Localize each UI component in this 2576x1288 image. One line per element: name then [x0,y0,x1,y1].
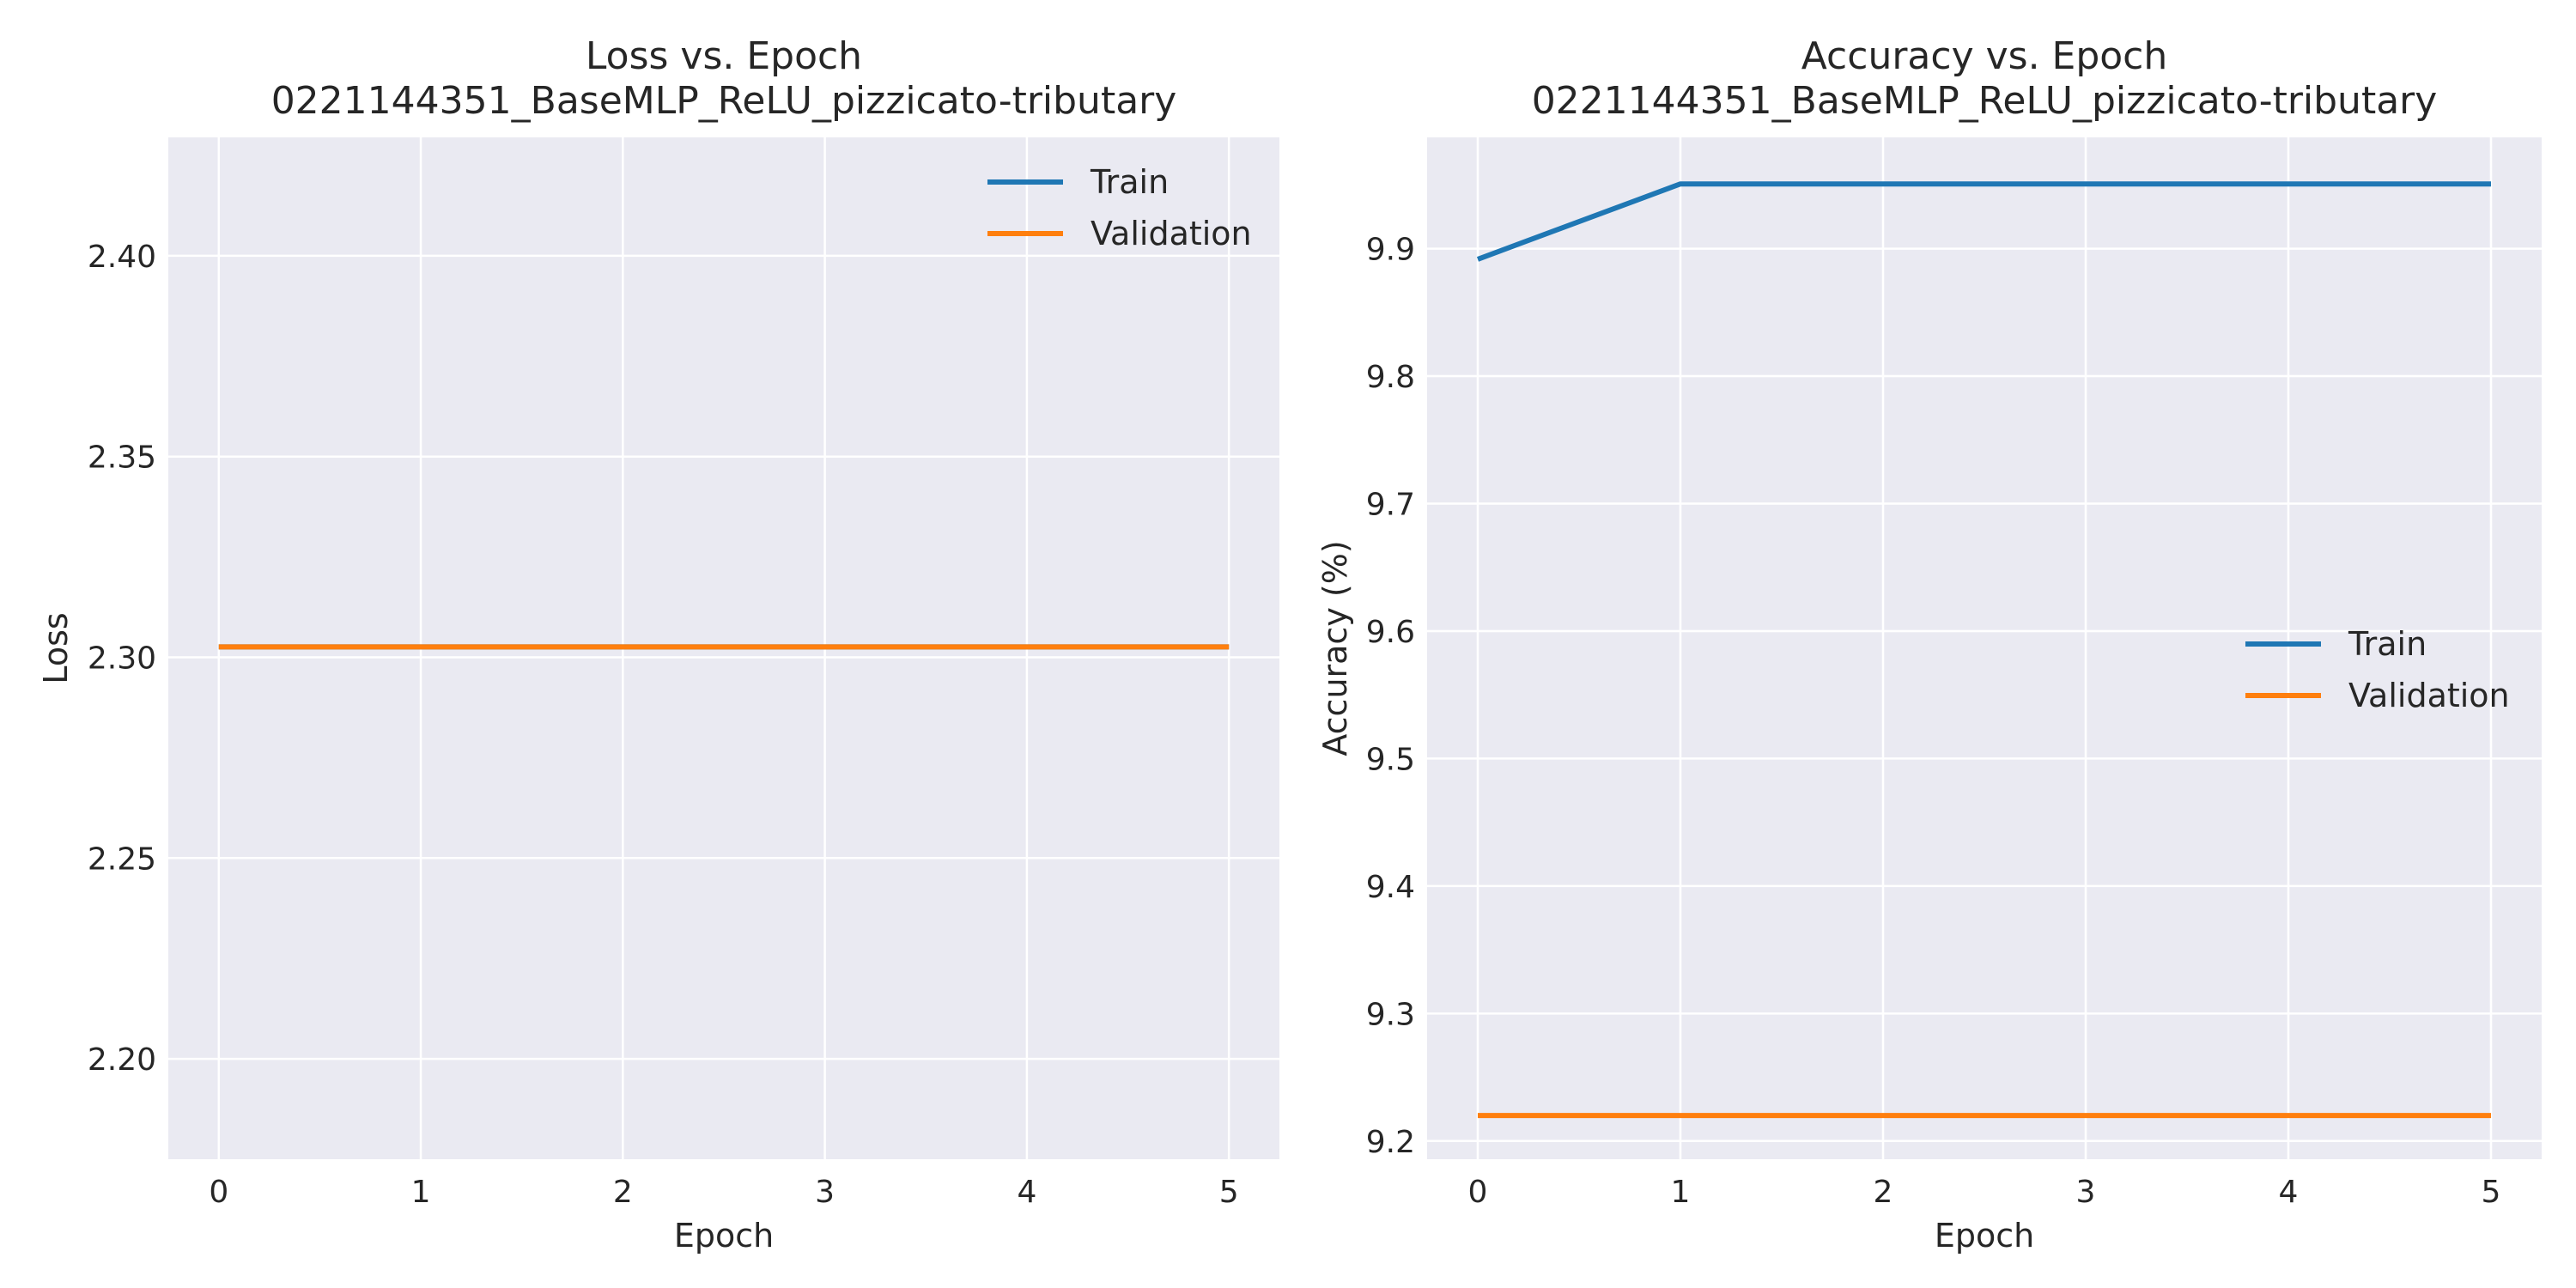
plot-area [1427,137,2542,1159]
y-tick-label: 9.2 [1366,1125,1415,1160]
y-tick-label: 9.4 [1366,870,1415,905]
x-tick-label: 2 [1874,1175,1893,1210]
legend: Train Validation [2245,625,2510,714]
x-axis-label: Epoch [1935,1217,2034,1255]
chart-panel-1: 0 1 2 3 4 5 9.2 9.3 9.4 9.5 9.6 9.7 9.8 9.9 Accuracy v… [1316,34,2542,1255]
y-tick-label: 2.25 [88,841,156,877]
series-line-train [1476,181,2491,262]
x-tick-label: 3 [2076,1175,2096,1210]
chart-subtitle: 0221144351_BaseMLP_ReLU_pizzicato-tribut… [1532,79,2438,123]
legend-label-validation: Validation [2348,677,2510,714]
y-tick-label: 9.6 [1366,615,1415,650]
x-tick-label: 0 [1468,1175,1488,1210]
y-axis-label: Accuracy (%) [1316,540,1354,756]
x-tick-label: 4 [1017,1175,1036,1210]
y-tick-label: 2.40 [88,240,156,275]
y-tick-label: 9.9 [1366,233,1415,268]
x-tick-label: 1 [1671,1175,1691,1210]
y-tick-label: 9.5 [1366,742,1415,777]
x-tick-label: 2 [613,1175,633,1210]
x-tick-label: 5 [2482,1175,2501,1210]
y-tick-label: 9.8 [1366,360,1415,395]
y-tick-label: 9.7 [1366,488,1415,523]
y-tick-label: 9.3 [1366,997,1415,1032]
legend-label-train: Train [1090,163,1169,201]
legend-label-train: Train [2348,625,2427,663]
x-tick-label: 1 [411,1175,431,1210]
y-tick-label: 2.30 [88,641,156,677]
x-axis-label: Epoch [674,1217,774,1255]
legend: Train Validation [987,163,1252,252]
x-tick-label: 4 [2279,1175,2299,1210]
y-tick-label: 2.35 [88,440,156,476]
chart-panel-0: 0 1 2 3 4 5 2.20 2.25 2.30 2.35 2.40 Loss vs. Epoch… [37,34,1279,1255]
chart-title: Accuracy vs. Epoch [1801,34,2168,78]
chart-subtitle: 0221144351_BaseMLP_ReLU_pizzicato-tribut… [271,79,1177,123]
chart-title: Loss vs. Epoch [586,34,862,78]
y-axis-label: Loss [37,612,75,683]
x-tick-label: 5 [1219,1175,1239,1210]
y-tick-label: 2.20 [88,1042,156,1078]
x-tick-label: 0 [209,1175,228,1210]
legend-label-validation: Validation [1091,215,1252,252]
x-tick-label: 3 [815,1175,835,1210]
